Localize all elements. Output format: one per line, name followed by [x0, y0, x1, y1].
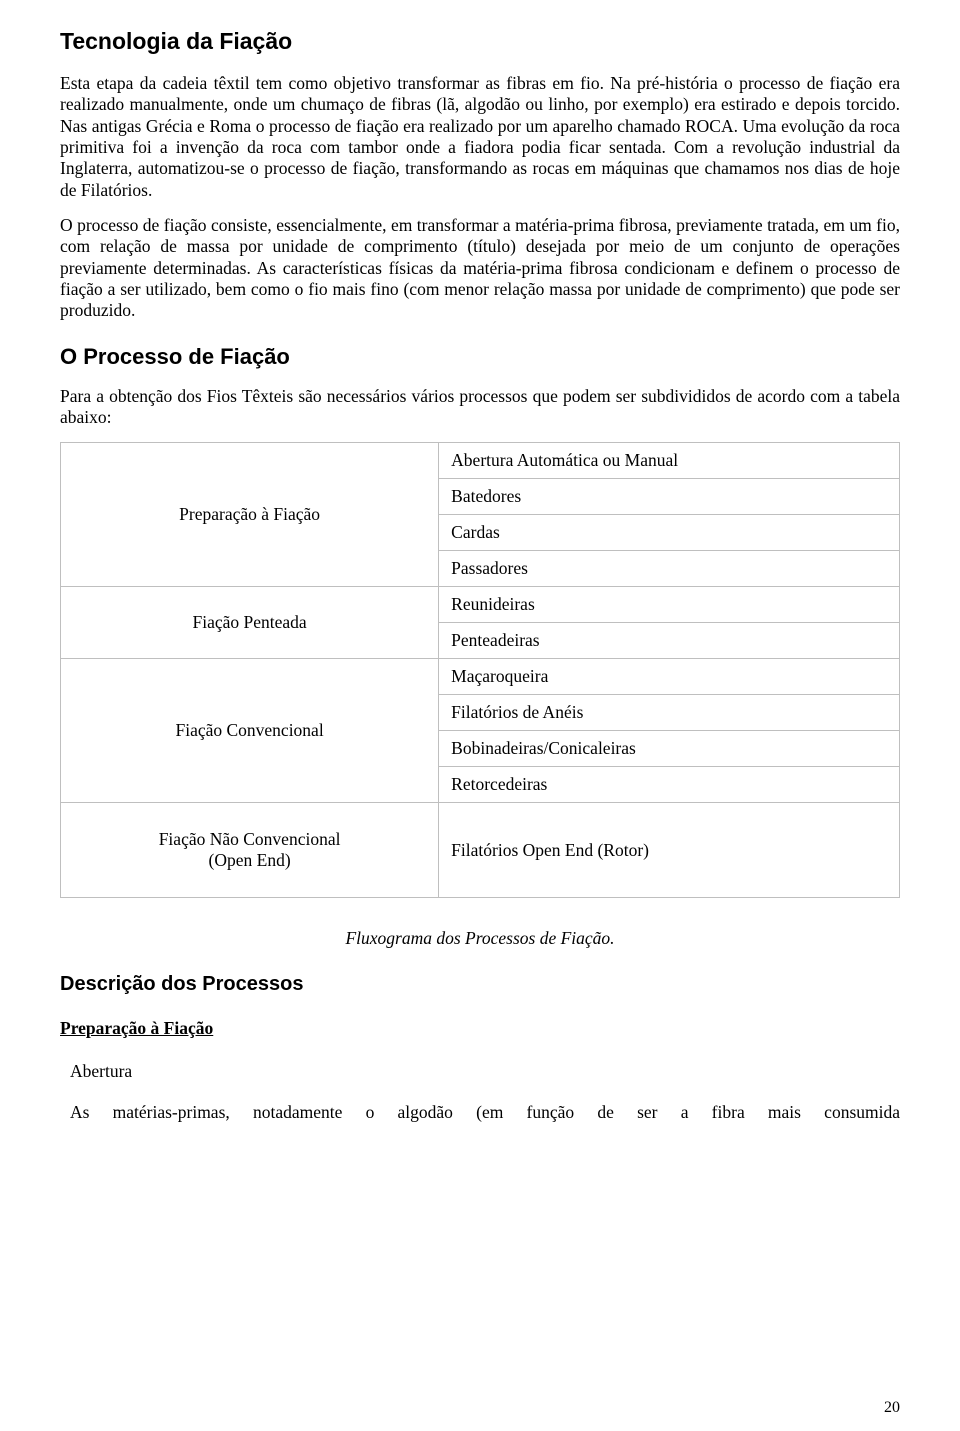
table-cell-right: Batedores: [439, 479, 900, 515]
table-cell-right: Cardas: [439, 515, 900, 551]
page-title: Tecnologia da Fiação: [60, 28, 900, 55]
process-table: Preparação à Fiação Abertura Automática …: [60, 442, 900, 898]
paragraph-intro-2: O processo de fiação consiste, essencial…: [60, 215, 900, 322]
table-cell-right: Passadores: [439, 551, 900, 587]
table-cell-left: Fiação Penteada: [61, 587, 439, 659]
table-cell-left: Preparação à Fiação: [61, 443, 439, 587]
table-cell-right: Reunideiras: [439, 587, 900, 623]
table-caption: Fluxograma dos Processos de Fiação.: [60, 928, 900, 949]
table-cell-right: Retorcedeiras: [439, 767, 900, 803]
subsection-abertura: Abertura: [70, 1061, 900, 1082]
section-descricao-heading: Descrição dos Processos: [60, 973, 900, 996]
table-cell-right: Maçaroqueira: [439, 659, 900, 695]
paragraph-intro-1: Esta etapa da cadeia têxtil tem como obj…: [60, 73, 900, 201]
table-cell-sub-right: Filatórios Open End (Rotor): [439, 803, 900, 898]
table-cell-sub-left: Fiação Não Convencional(Open End): [61, 803, 439, 898]
paragraph-partial-last: As matérias-primas, notadamente o algodã…: [70, 1102, 900, 1123]
table-cell-right: Filatórios de Anéis: [439, 695, 900, 731]
table-cell-left: Fiação Convencional: [61, 659, 439, 803]
page-number: 20: [884, 1399, 900, 1417]
section-processo-heading: O Processo de Fiação: [60, 344, 900, 370]
table-cell-right: Penteadeiras: [439, 623, 900, 659]
table-cell-right: Abertura Automática ou Manual: [439, 443, 900, 479]
subsection-preparacao: Preparação à Fiação: [60, 1018, 900, 1039]
table-cell-right: Bobinadeiras/Conicaleiras: [439, 731, 900, 767]
paragraph-table-intro: Para a obtenção dos Fios Têxteis são nec…: [60, 386, 900, 429]
